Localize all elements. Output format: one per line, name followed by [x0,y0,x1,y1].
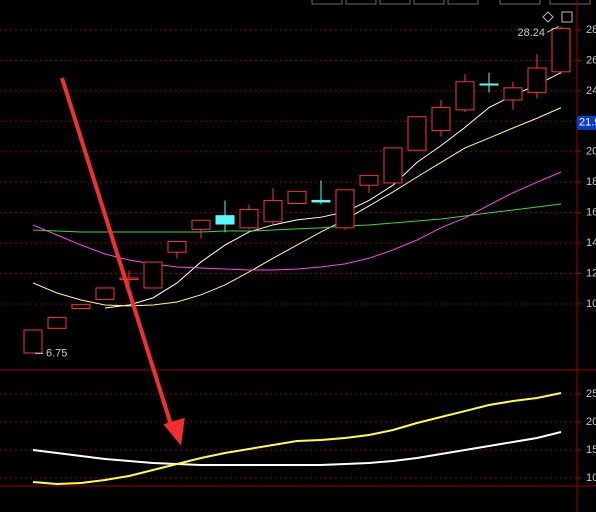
candle-body [47,317,67,329]
candle-body [215,215,235,225]
candle-body [119,277,139,281]
tab[interactable] [413,0,445,5]
y-tick-label: 20 [586,416,596,428]
toolbar [311,0,591,23]
candle-body [287,190,307,204]
candle-body [239,209,259,229]
indicator-line [104,72,562,309]
indicator-line [32,431,562,467]
high-pointer [546,25,560,33]
price-marker-box [577,115,596,130]
arrow-annotation [60,77,185,446]
tab[interactable] [549,0,591,5]
candle-body [407,116,427,151]
price-marker-label: 21.9 [579,117,596,129]
indicator-line [32,171,562,271]
y-tick-label: 14 [586,237,596,249]
indicator-line [32,107,562,307]
y-tick-label: 16 [586,207,596,219]
low-label: 6.75 [46,347,67,359]
y-tick-label: 18 [586,176,596,188]
high-label: 28.24 [517,27,545,39]
candle-body [455,81,475,111]
plot: 2826242220181614121028.246.7521.92520151… [0,24,596,485]
candle-body [143,261,163,289]
candle-body [95,287,115,300]
y-tick-label: 20 [586,146,596,158]
y-tick-label: 12 [586,267,596,279]
indicator-line [32,203,562,233]
candle-body [359,174,379,186]
candle-body [527,67,547,93]
candle-body [167,241,187,253]
candle-body [503,87,523,101]
tab[interactable] [345,0,377,5]
indicator-line [32,392,562,485]
candle-body [23,329,43,354]
candle-body [551,27,571,73]
tab[interactable] [311,0,343,5]
candle-body [383,147,403,184]
arrow-shaft [60,77,174,429]
candle-body [431,107,451,131]
y-tick-label: 10 [586,472,596,484]
candle-body [191,219,211,230]
candle-body [479,83,499,86]
candle-body [71,304,91,310]
diamond-icon[interactable] [542,11,554,23]
tab[interactable] [447,0,479,5]
y-tick-label: 26 [586,54,596,66]
y-tick-label: 24 [586,85,596,97]
candle-body [263,199,283,223]
tab[interactable] [499,0,541,5]
y-tick-label: 28 [586,24,596,36]
y-tick-label: 10 [586,298,596,310]
arrow-head [163,417,185,446]
candle-body [311,199,331,203]
window-icon[interactable] [561,11,573,23]
y-tick-label: 25 [586,388,596,400]
candle-body [335,189,355,229]
y-tick-label: 15 [586,444,596,456]
tab[interactable] [379,0,411,5]
